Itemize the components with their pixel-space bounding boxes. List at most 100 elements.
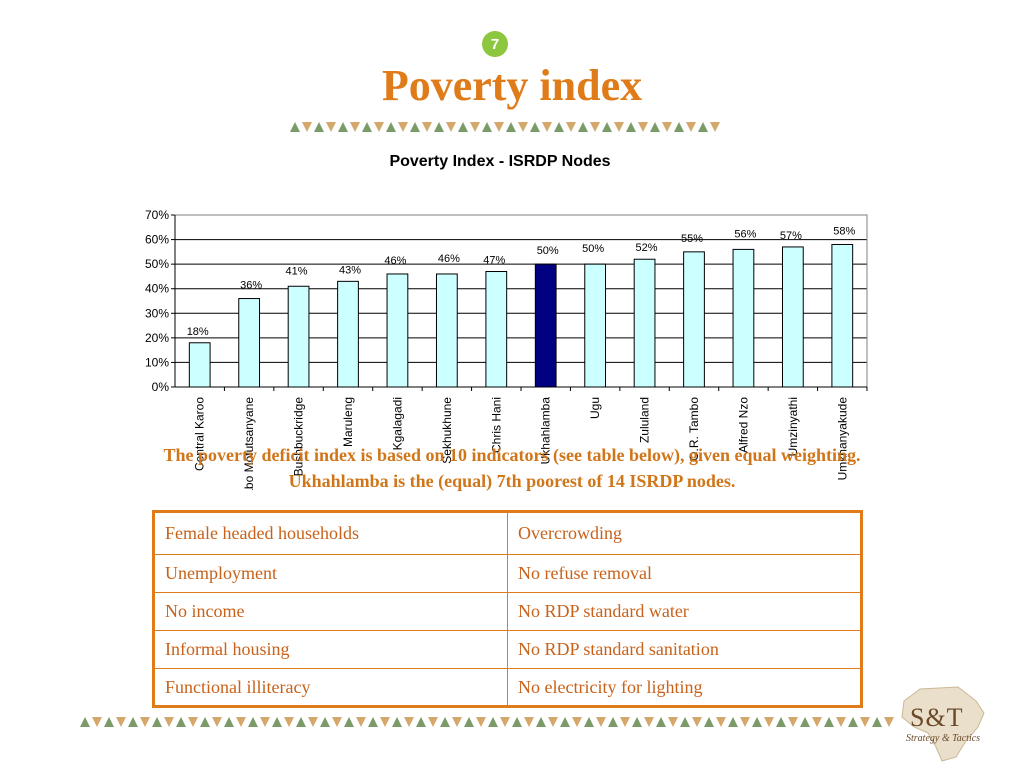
triangle-mark — [434, 122, 444, 132]
table-row: Informal housing No RDP standard sanitati… — [153, 630, 862, 669]
triangle-mark — [344, 717, 354, 727]
table-cell: Functional illiteracy — [153, 668, 508, 707]
category-label: Bushbuckridge — [292, 397, 306, 477]
triangle-mark — [446, 122, 456, 132]
table-cell: No electricity for lighting — [507, 668, 862, 707]
triangle-mark — [752, 717, 762, 727]
category-label: Chris Hani — [489, 397, 503, 453]
table-cell: Unemployment — [153, 554, 508, 593]
triangle-mark — [608, 717, 618, 727]
y-tick-label: 50% — [145, 257, 169, 271]
triangle-mark — [152, 717, 162, 727]
data-label: 41% — [286, 265, 308, 277]
triangle-mark — [812, 717, 822, 727]
table-cell: No refuse removal — [507, 554, 862, 593]
triangle-mark — [704, 717, 714, 727]
triangle-mark — [368, 717, 378, 727]
data-label: 43% — [339, 264, 361, 276]
bar — [633, 258, 656, 388]
category-label: Umzinyathi — [786, 397, 800, 456]
triangle-mark — [800, 717, 810, 727]
bar — [386, 273, 409, 388]
triangle-mark — [680, 717, 690, 727]
triangle-mark — [458, 122, 468, 132]
triangle-mark — [470, 122, 480, 132]
triangle-mark — [476, 717, 486, 727]
category-label: Zululand — [638, 397, 652, 443]
triangle-mark — [620, 717, 630, 727]
triangle-mark — [500, 717, 510, 727]
triangle-mark — [740, 717, 750, 727]
triangle-mark — [260, 717, 270, 727]
data-label: 46% — [384, 255, 406, 267]
triangle-mark — [416, 717, 426, 727]
logo-text: S&T — [910, 703, 964, 732]
triangle-mark — [236, 717, 246, 727]
category-label: Maruleng — [341, 397, 355, 447]
triangle-mark — [668, 717, 678, 727]
triangle-mark — [566, 122, 576, 132]
category-label: Alfred Nzo — [736, 397, 750, 453]
triangle-mark — [128, 717, 138, 727]
triangle-mark — [590, 122, 600, 132]
bar — [485, 271, 508, 388]
triangle-mark — [386, 122, 396, 132]
triangle-mark — [728, 717, 738, 727]
table-row: Unemployment No refuse removal — [153, 554, 862, 593]
triangle-mark — [212, 717, 222, 727]
triangle-mark — [284, 717, 294, 727]
triangle-mark — [848, 717, 858, 727]
y-tick-label: 60% — [145, 233, 169, 247]
triangle-mark — [332, 717, 342, 727]
triangle-mark — [338, 122, 348, 132]
triangle-mark — [824, 717, 834, 727]
triangle-mark — [308, 717, 318, 727]
category-label: Kgalagadi — [390, 397, 404, 450]
bar — [831, 243, 854, 388]
triangle-mark — [248, 717, 258, 727]
triangle-mark — [674, 122, 684, 132]
triangle-mark — [374, 122, 384, 132]
data-label: 46% — [438, 253, 460, 265]
data-label: 58% — [833, 225, 855, 237]
table-cell: Female headed households — [153, 511, 508, 555]
triangle-mark — [164, 717, 174, 727]
triangle-mark — [602, 122, 612, 132]
triangle-mark — [788, 717, 798, 727]
triangle-mark — [482, 122, 492, 132]
triangle-mark — [884, 717, 894, 727]
table-row: Functional illiteracy No electricity for … — [153, 668, 862, 707]
triangle-mark — [860, 717, 870, 727]
category-label: Sekhukhune — [440, 397, 454, 464]
triangle-mark — [644, 717, 654, 727]
triangle-mark — [80, 717, 90, 727]
triangle-mark — [272, 717, 282, 727]
y-tick-label: 30% — [145, 306, 169, 320]
category-label: Thabo Mofutsanyane — [242, 397, 256, 490]
triangle-mark — [632, 717, 642, 727]
triangle-mark — [572, 717, 582, 727]
triangle-mark — [836, 717, 846, 727]
bar — [188, 342, 211, 388]
triangle-mark — [662, 122, 672, 132]
data-label: 47% — [483, 255, 505, 267]
triangle-mark — [686, 122, 696, 132]
category-label: Central Karoo — [193, 397, 207, 471]
triangle-mark — [350, 122, 360, 132]
table-cell: No income — [153, 592, 508, 631]
y-tick-label: 20% — [145, 331, 169, 345]
triangle-mark — [530, 122, 540, 132]
triangle-mark — [380, 717, 390, 727]
data-label: 36% — [240, 280, 262, 292]
category-label: Umkhanyakude — [835, 397, 849, 481]
triangle-mark — [524, 717, 534, 727]
decorative-triangle-border-top — [290, 121, 726, 133]
triangle-mark — [320, 717, 330, 727]
triangle-mark — [452, 717, 462, 727]
triangle-mark — [428, 717, 438, 727]
triangle-mark — [698, 122, 708, 132]
chart-caption: The poverty deficit index is based on 10… — [30, 442, 994, 494]
triangle-mark — [116, 717, 126, 727]
data-label: 52% — [636, 242, 658, 254]
triangle-mark — [614, 122, 624, 132]
